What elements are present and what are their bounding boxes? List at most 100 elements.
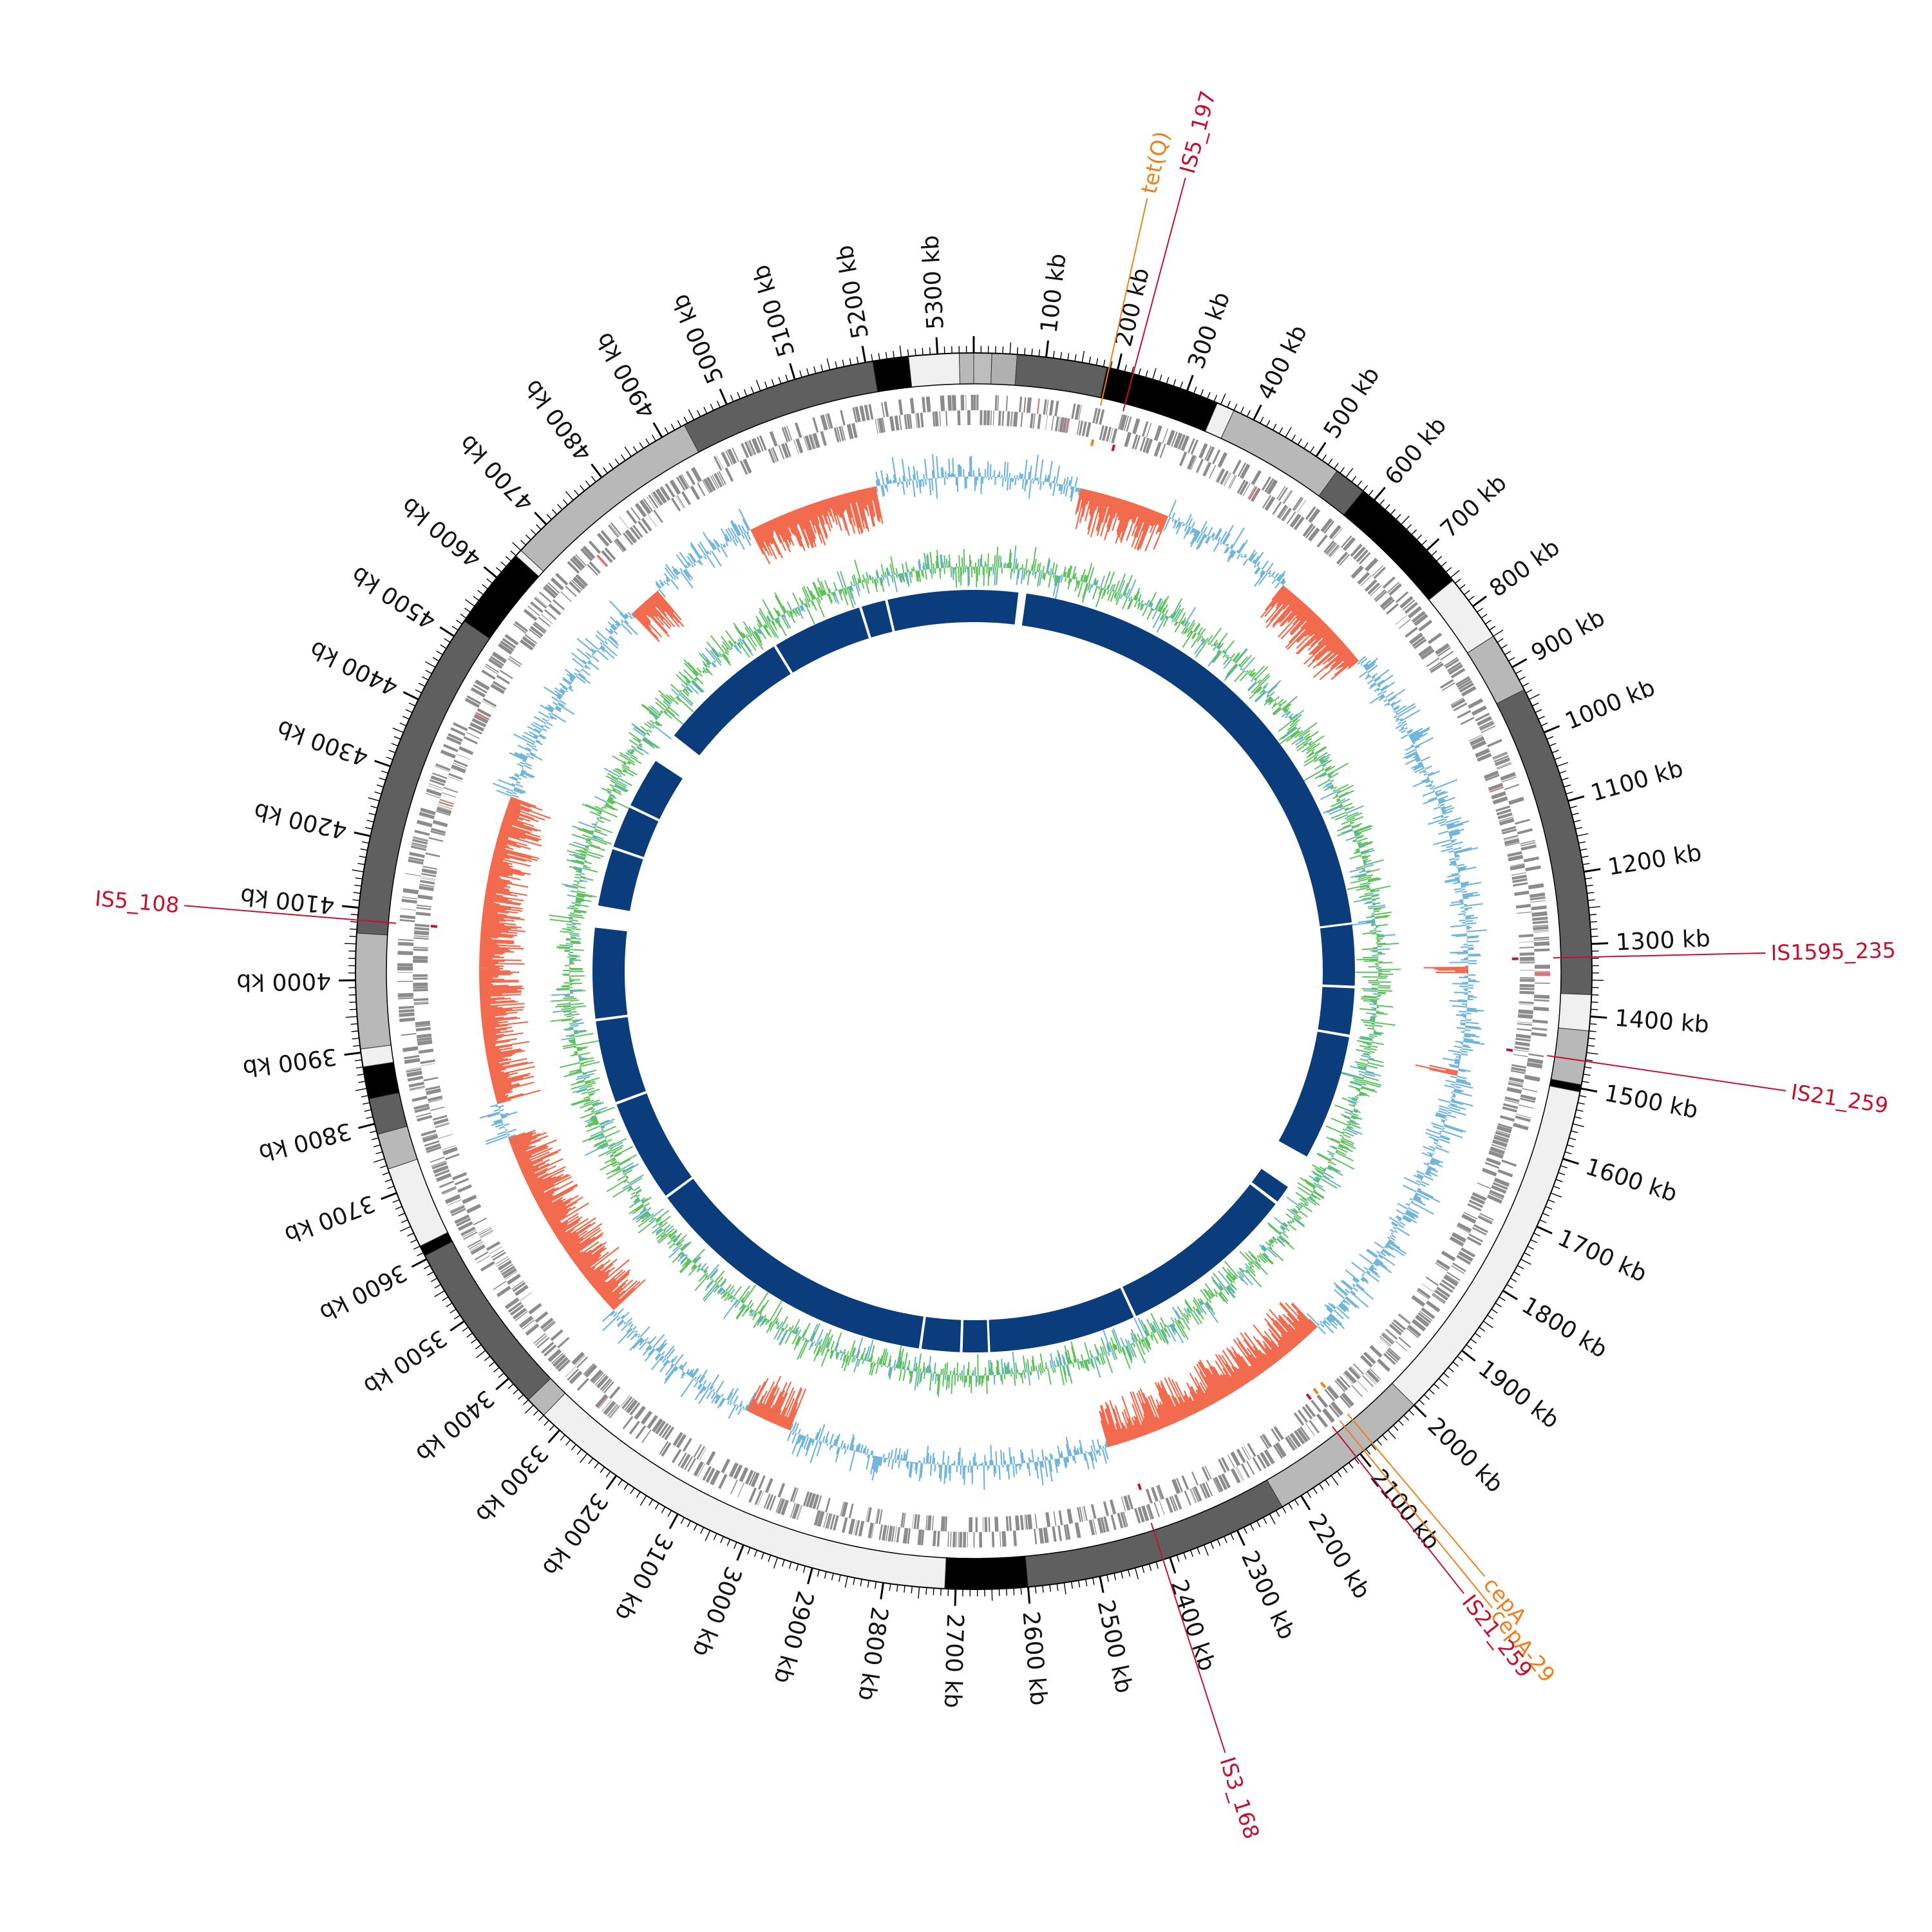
minor-tick [355, 1088, 367, 1092]
rna-feature [1065, 418, 1070, 433]
minor-tick [781, 1559, 785, 1567]
cds-feature [594, 1374, 606, 1386]
cds-feature [1534, 982, 1550, 984]
cds-feature [1180, 435, 1190, 451]
cds-feature [413, 998, 429, 1001]
annotation-leader-line [1347, 1414, 1486, 1577]
minor-tick [434, 1283, 441, 1289]
minor-tick [344, 943, 356, 945]
minor-tick [351, 1030, 359, 1032]
cds-feature [545, 583, 558, 596]
minor-tick [710, 403, 714, 411]
cds-feature [1123, 415, 1130, 431]
minor-tick [1542, 1213, 1549, 1217]
cds-feature [414, 1106, 430, 1113]
cds-feature [1046, 399, 1049, 415]
cds-feature [705, 1468, 715, 1483]
minor-tick [788, 1562, 792, 1569]
cds-feature [1189, 1488, 1196, 1504]
cds-feature [1220, 1457, 1230, 1472]
cds-feature [519, 639, 534, 651]
cds-feature [836, 427, 842, 442]
cds-feature [1169, 1496, 1177, 1511]
cds-feature [1517, 828, 1533, 835]
minor-tick [1176, 1555, 1180, 1562]
cds-feature [974, 395, 976, 411]
cds-feature [416, 820, 433, 828]
cds-feature [757, 1491, 764, 1506]
cds-feature [491, 1249, 505, 1258]
cds-feature [524, 634, 538, 645]
cds-feature [1273, 1426, 1284, 1441]
cds-feature [1139, 437, 1146, 451]
cds-feature [1369, 1368, 1381, 1380]
minor-tick [453, 1314, 460, 1320]
minor-tick [1583, 1074, 1591, 1076]
cds-feature [1078, 404, 1082, 421]
cds-feature [1276, 486, 1286, 500]
cds-feature [1439, 679, 1454, 689]
cds-feature [1411, 611, 1426, 623]
minor-tick [1321, 454, 1327, 461]
cds-feature [1090, 1504, 1097, 1519]
cds-feature [1511, 1064, 1527, 1069]
cds-feature [1446, 1271, 1461, 1282]
annotation-feature-mark [1312, 1387, 1319, 1395]
major-tick [483, 566, 498, 579]
cds-feature [1492, 1139, 1508, 1148]
cds-feature [419, 884, 435, 887]
cds-feature [1407, 1324, 1422, 1337]
cds-feature [447, 1199, 462, 1206]
cds-feature [794, 422, 802, 439]
cds-feature [748, 440, 757, 455]
cds-feature [1382, 1332, 1395, 1343]
minor-tick [513, 1388, 519, 1395]
cds-feature [1181, 1475, 1189, 1490]
cds-feature [713, 456, 723, 471]
minor-tick [585, 480, 591, 487]
cds-feature [1472, 1227, 1487, 1236]
minor-tick [535, 524, 542, 530]
minor-tick [1371, 1444, 1377, 1450]
cds-feature [764, 1478, 773, 1493]
cds-feature [629, 526, 641, 540]
minor-tick [1535, 709, 1542, 714]
cds-feature [922, 397, 926, 413]
minor-tick [500, 561, 507, 567]
minor-tick [664, 427, 669, 434]
minor-tick [747, 1547, 751, 1555]
major-tick [1300, 1495, 1311, 1511]
minor-tick [1577, 1102, 1585, 1105]
cds-feature [1432, 1294, 1445, 1304]
cds-feature [1293, 497, 1304, 511]
tick-label: 1600 kb [1582, 1153, 1680, 1208]
minor-tick [460, 613, 467, 619]
cds-feature [900, 1512, 905, 1528]
cds-feature [530, 601, 544, 614]
alignment-block [862, 600, 893, 638]
minor-tick [1406, 524, 1412, 530]
minor-tick [1582, 1081, 1589, 1083]
minor-tick [355, 1066, 363, 1069]
cds-feature [1221, 1473, 1231, 1489]
minor-tick [375, 1151, 383, 1155]
cds-feature [557, 1336, 570, 1349]
minor-tick [1152, 368, 1157, 380]
minor-tick [1438, 1378, 1448, 1387]
cds-feature [876, 1509, 880, 1524]
minor-tick [768, 1555, 772, 1562]
cds-feature [902, 1528, 909, 1544]
cds-feature [1156, 1485, 1162, 1501]
cds-feature [1426, 1300, 1441, 1312]
cds-feature [1479, 720, 1493, 728]
annotation-label: IS3_168 [1215, 1754, 1264, 1842]
cds-feature [1132, 434, 1139, 450]
minor-tick [620, 454, 626, 461]
cds-feature [489, 656, 504, 667]
annotation-label: tet(Q) [1136, 129, 1174, 196]
cds-feature [518, 1315, 534, 1329]
minor-tick [600, 1466, 605, 1473]
cds-feature [1513, 882, 1528, 887]
minor-tick [1489, 625, 1496, 631]
cds-feature [1034, 1528, 1037, 1544]
